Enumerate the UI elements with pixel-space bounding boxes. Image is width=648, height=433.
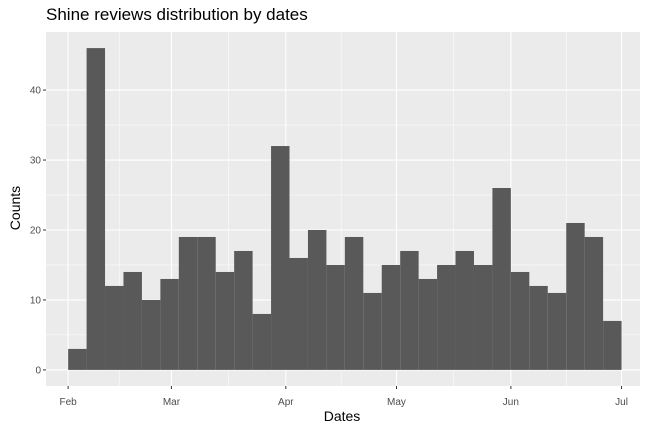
histogram-bar: [529, 285, 548, 370]
histogram-bar: [307, 229, 327, 370]
histogram-bar: [492, 188, 511, 370]
histogram-bar: [160, 278, 179, 370]
histogram-bar: [473, 264, 493, 370]
y-tick-label: 40: [30, 86, 42, 97]
histogram-bar: [86, 48, 106, 370]
histogram-bar: [603, 320, 622, 370]
histogram-bar: [141, 299, 161, 370]
histogram-bar: [326, 264, 345, 370]
x-tick-label: Mar: [163, 397, 181, 408]
histogram-bar: [271, 146, 290, 370]
histogram-bar: [437, 264, 456, 370]
x-tick-label: Jun: [503, 397, 519, 408]
y-tick-label: 30: [30, 156, 42, 167]
histogram-bar: [123, 271, 142, 370]
histogram-bar: [566, 222, 585, 370]
x-tick-label: Apr: [278, 397, 294, 408]
x-tick-label: May: [387, 397, 406, 408]
histogram-bar: [455, 250, 474, 370]
x-tick-label: Jul: [615, 397, 628, 408]
histogram-bar: [584, 236, 604, 370]
histogram-bar: [289, 257, 308, 370]
histogram-bar: [418, 278, 438, 370]
histogram-bar: [215, 271, 235, 370]
histogram-bar: [105, 285, 124, 370]
histogram-bar: [547, 292, 567, 370]
histogram-bar: [344, 236, 364, 370]
histogram-bar: [510, 271, 530, 370]
x-axis-label: Dates: [323, 408, 361, 424]
histogram-bar: [178, 236, 198, 370]
y-tick-label: 10: [30, 295, 42, 306]
histogram-bar: [252, 313, 272, 370]
histogram-bar: [234, 250, 253, 370]
x-tick-label: Feb: [60, 397, 78, 408]
y-tick-label: 0: [35, 365, 41, 376]
histogram-bar: [68, 348, 87, 370]
histogram-bar: [363, 292, 382, 370]
histogram-bar: [400, 250, 419, 370]
histogram-bar: [197, 236, 216, 370]
y-tick-label: 20: [30, 225, 42, 236]
chart-title: Shine reviews distribution by dates: [46, 5, 308, 24]
histogram-bar: [381, 264, 401, 370]
